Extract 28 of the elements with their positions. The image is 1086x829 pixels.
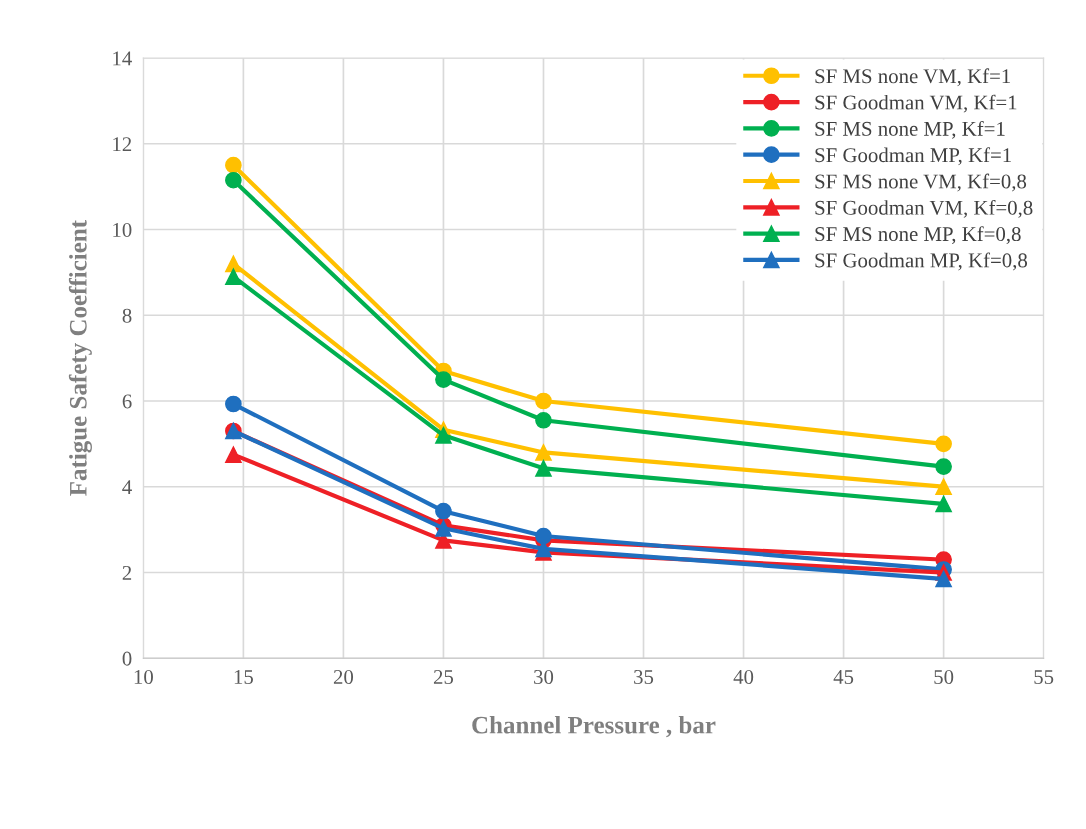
legend-label: SF Goodman MP, Kf=0,8 bbox=[815, 252, 1028, 271]
x-tick-label: 40 bbox=[733, 669, 754, 684]
legend-label: SF MS none VM, Kf=1 bbox=[815, 68, 1011, 87]
y-tick-label: 4 bbox=[122, 480, 132, 494]
y-axis-title: Fatigue Safety Coefficient bbox=[68, 220, 92, 496]
y-tick-label: 0 bbox=[122, 651, 132, 666]
x-axis-title: Channel Pressure , bar bbox=[472, 716, 716, 738]
x-tick-label: 30 bbox=[534, 669, 554, 684]
legend-label: SF Goodman VM, Kf=1 bbox=[815, 94, 1017, 113]
legend-label: SF MS none MP, Kf=1 bbox=[815, 120, 1005, 139]
y-tick-label: 6 bbox=[122, 394, 132, 409]
legend-label: SF Goodman MP, Kf=1 bbox=[815, 147, 1011, 166]
y-tick-label: 14 bbox=[113, 51, 132, 66]
legend-label: SF MS none MP, Kf=0,8 bbox=[815, 226, 1021, 245]
legend-label: SF MS none VM, Kf=0,8 bbox=[815, 173, 1027, 192]
x-tick-label: 55 bbox=[1034, 670, 1054, 684]
y-tick-label: 2 bbox=[122, 565, 132, 580]
y-tick-label: 8 bbox=[122, 308, 132, 323]
x-tick-label: 20 bbox=[333, 669, 354, 684]
x-tick-label: 15 bbox=[234, 670, 253, 684]
x-tick-label: 35 bbox=[634, 670, 654, 684]
y-tick-label: 12 bbox=[113, 137, 132, 151]
x-tick-label: 25 bbox=[433, 670, 454, 684]
y-tick-label: 10 bbox=[113, 222, 132, 237]
x-tick-label: 50 bbox=[934, 669, 954, 684]
x-tick-label: 10 bbox=[134, 669, 153, 684]
legend-label: SF Goodman VM, Kf=0,8 bbox=[815, 199, 1033, 218]
x-tick-label: 45 bbox=[833, 670, 854, 684]
